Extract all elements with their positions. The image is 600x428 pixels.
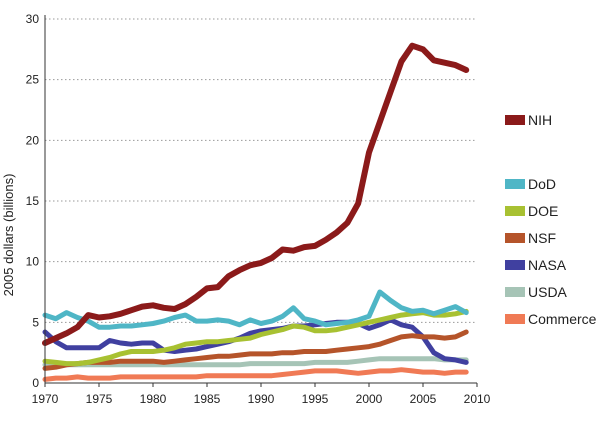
legend-label-commerce: Commerce — [528, 311, 597, 327]
legend-swatch-commerce — [505, 314, 525, 324]
y-tick-label: 30 — [26, 12, 40, 26]
x-tick-label: 2000 — [356, 392, 383, 406]
series-line-nsf — [42, 329, 469, 371]
series-line-nasa — [42, 317, 469, 365]
y-tick-label: 10 — [26, 255, 40, 269]
series-line-doe — [42, 308, 469, 367]
x-tick-label: 1970 — [32, 392, 59, 406]
legend-label-nsf: NSF — [528, 230, 556, 246]
legend-swatch-dod — [505, 179, 525, 189]
y-tick-label: 0 — [32, 376, 39, 390]
legend-label-usda: USDA — [528, 284, 568, 300]
x-tick-label: 1985 — [194, 392, 221, 406]
legend-swatch-doe — [505, 206, 525, 216]
legend-label-doe: DOE — [528, 203, 558, 219]
x-tick-label: 2005 — [410, 392, 437, 406]
legend-label-dod: DoD — [528, 176, 556, 192]
legend-label-nasa: NASA — [528, 257, 567, 273]
x-tick-label: 1990 — [248, 392, 275, 406]
grid-lines — [45, 18, 477, 323]
legend-label-nih: NIH — [528, 112, 552, 128]
series-line-usda — [42, 356, 469, 368]
series-lines — [42, 42, 470, 382]
series-line-nih — [42, 42, 470, 346]
x-tick-label: 1995 — [302, 392, 329, 406]
legend-swatch-nasa — [505, 260, 525, 270]
x-tick-label: 1975 — [86, 392, 113, 406]
x-tick-label: 1980 — [140, 392, 167, 406]
legend-swatch-usda — [505, 287, 525, 297]
legend-swatch-nsf — [505, 233, 525, 243]
y-tick-label: 25 — [26, 73, 40, 87]
y-axis-label: 2005 dollars (billions) — [1, 174, 16, 297]
y-tick-label: 5 — [32, 315, 39, 329]
axes: 0 5 10 15 20 25 30 1970 1975 1980 1985 1990 1995 2000… — [26, 12, 491, 406]
legend: NIH DoD DOE NSF NASA USDA Commerce — [505, 112, 597, 327]
series-line-commerce — [42, 367, 469, 382]
series-line-dod — [42, 289, 469, 330]
legend-swatch-nih — [505, 115, 525, 125]
x-tick-label: 2010 — [464, 392, 491, 406]
y-tick-label: 20 — [26, 133, 40, 147]
y-tick-label: 15 — [26, 194, 40, 208]
